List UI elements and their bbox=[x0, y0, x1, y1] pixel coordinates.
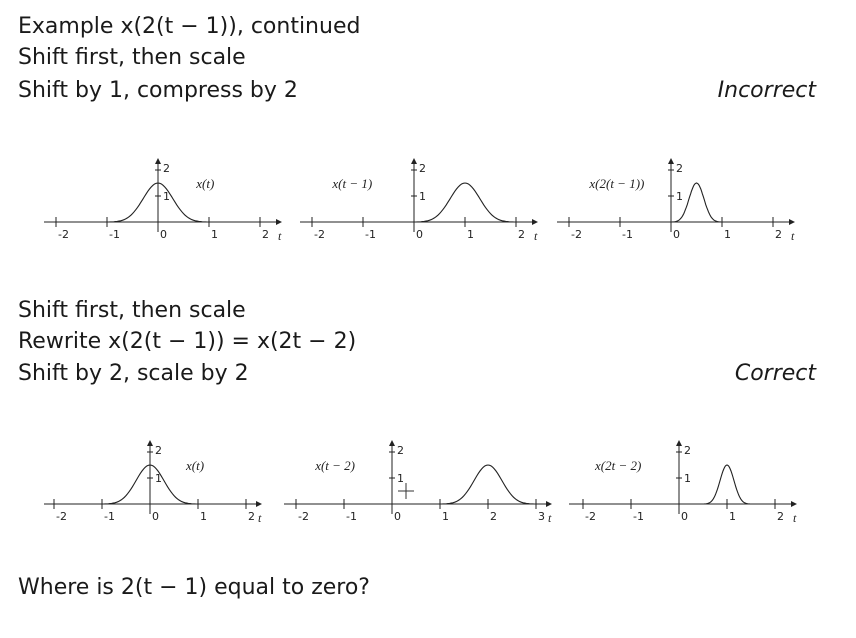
x-tick-label: 0 bbox=[416, 228, 423, 241]
verdict-incorrect: Incorrect bbox=[717, 78, 816, 103]
x-tick-label: 2 bbox=[490, 510, 497, 523]
y-axis-arrow bbox=[668, 158, 674, 164]
x-tick-label: 1 bbox=[442, 510, 449, 523]
y-tick-label-2: 2 bbox=[155, 444, 162, 457]
function-label: x(t) bbox=[185, 458, 204, 473]
x-tick-label: -1 bbox=[622, 228, 633, 241]
x-tick-label: -2 bbox=[58, 228, 69, 241]
x-tick-label: -2 bbox=[571, 228, 582, 241]
x-tick-label: -1 bbox=[365, 228, 376, 241]
plot-x-2-t-minus-1: 12-2 -1 0 1 2 tx(2(t − 1)) bbox=[557, 158, 795, 243]
axis-t-label: t bbox=[534, 229, 538, 243]
plot-x-2t-minus-2: 12-2 -1 0 1 2 tx(2t − 2) bbox=[569, 440, 797, 525]
section2-line3: Shift by 2, scale by 2 bbox=[18, 361, 249, 386]
x-tick-label: 2 bbox=[777, 510, 784, 523]
y-axis-arrow bbox=[411, 158, 417, 164]
x-tick-label: -1 bbox=[346, 510, 357, 523]
x-tick-label: -2 bbox=[56, 510, 67, 523]
x-tick-label: 1 bbox=[211, 228, 218, 241]
function-label: x(t) bbox=[195, 176, 214, 191]
function-label: x(t − 1) bbox=[331, 176, 372, 191]
signal-curve bbox=[703, 464, 751, 505]
x-tick-label: 2 bbox=[248, 510, 255, 523]
x-tick-label: 0 bbox=[152, 510, 159, 523]
y-tick-label-1: 1 bbox=[155, 472, 162, 485]
section1-title: Example x(2(t − 1)), continued bbox=[18, 14, 361, 39]
x-axis-arrow bbox=[791, 501, 797, 507]
section2-line1: Shift first, then scale bbox=[18, 298, 246, 323]
x-axis-arrow bbox=[276, 219, 282, 225]
y-tick-label-2: 2 bbox=[397, 444, 404, 457]
y-tick-label-2: 2 bbox=[676, 162, 683, 175]
signal-curve bbox=[671, 182, 722, 223]
y-tick-label-1: 1 bbox=[163, 190, 170, 203]
section1-line3: Shift by 1, compress by 2 bbox=[18, 78, 298, 103]
y-tick-label-1: 1 bbox=[397, 472, 404, 485]
y-axis-arrow bbox=[676, 440, 682, 446]
plot-x-t: 12-2 -1 0 1 2 tx(t) bbox=[44, 158, 282, 243]
section2-line2: Rewrite x(2(t − 1)) = x(2t − 2) bbox=[18, 329, 357, 354]
question-text: Where is 2(t − 1) equal to zero? bbox=[18, 575, 370, 600]
y-tick-label-2: 2 bbox=[163, 162, 170, 175]
x-tick-label: 0 bbox=[394, 510, 401, 523]
y-tick-label-2: 2 bbox=[419, 162, 426, 175]
x-tick-label: -2 bbox=[298, 510, 309, 523]
x-tick-label: 2 bbox=[262, 228, 269, 241]
x-tick-label: 0 bbox=[673, 228, 680, 241]
plot-x-t-row2: 12-2 -1 0 1 2 tx(t) bbox=[44, 440, 262, 525]
axis-t-label: t bbox=[791, 229, 795, 243]
axis-t-label: t bbox=[548, 511, 552, 525]
x-tick-label: 1 bbox=[724, 228, 731, 241]
x-tick-label: 3 bbox=[538, 510, 545, 523]
section1-line2: Shift first, then scale bbox=[18, 45, 246, 70]
signal-curve bbox=[107, 182, 209, 223]
x-tick-label: 2 bbox=[775, 228, 782, 241]
x-tick-label: 1 bbox=[200, 510, 207, 523]
y-tick-label-1: 1 bbox=[419, 190, 426, 203]
crosshair-cursor-icon bbox=[398, 483, 414, 499]
signal-curve bbox=[102, 464, 198, 505]
x-axis-arrow bbox=[546, 501, 552, 507]
signal-curve bbox=[414, 182, 516, 223]
x-axis-arrow bbox=[256, 501, 262, 507]
y-axis-arrow bbox=[155, 158, 161, 164]
signal-curve bbox=[440, 464, 536, 505]
function-label: x(2(t − 1)) bbox=[588, 176, 644, 191]
function-label: x(2t − 2) bbox=[594, 458, 641, 473]
x-tick-label: -1 bbox=[104, 510, 115, 523]
plot-x-t-minus-1: 12-2 -1 0 1 2 tx(t − 1) bbox=[300, 158, 538, 243]
x-tick-label: 1 bbox=[729, 510, 736, 523]
verdict-correct: Correct bbox=[734, 361, 816, 386]
y-tick-label-2: 2 bbox=[684, 444, 691, 457]
axis-t-label: t bbox=[793, 511, 797, 525]
x-tick-label: 2 bbox=[518, 228, 525, 241]
plot-x-t-minus-2: 1 2 -2 -1 0 1 2 3 t x(t − 2) bbox=[284, 440, 552, 525]
x-tick-label: -2 bbox=[314, 228, 325, 241]
x-tick-label: -1 bbox=[633, 510, 644, 523]
y-axis-arrow bbox=[389, 440, 395, 446]
x-tick-label: -2 bbox=[585, 510, 596, 523]
x-tick-label: 1 bbox=[467, 228, 474, 241]
x-axis-arrow bbox=[532, 219, 538, 225]
x-tick-label: 0 bbox=[160, 228, 167, 241]
axis-t-label: t bbox=[258, 511, 262, 525]
x-tick-label: -1 bbox=[109, 228, 120, 241]
x-tick-label: 0 bbox=[681, 510, 688, 523]
y-tick-label-1: 1 bbox=[684, 472, 691, 485]
y-tick-label-1: 1 bbox=[676, 190, 683, 203]
y-axis-arrow bbox=[147, 440, 153, 446]
function-label: x(t − 2) bbox=[314, 458, 355, 473]
axis-t-label: t bbox=[278, 229, 282, 243]
x-axis-arrow bbox=[789, 219, 795, 225]
